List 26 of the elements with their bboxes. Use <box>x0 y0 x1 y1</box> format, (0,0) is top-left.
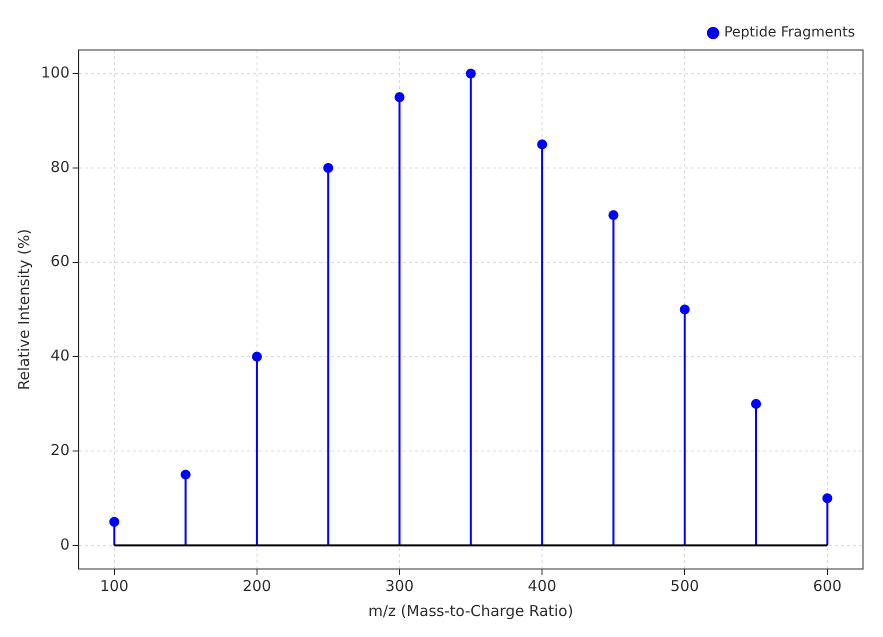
y-tick-label: 100 <box>40 63 70 82</box>
point <box>751 398 762 409</box>
x-tick-label: 400 <box>528 576 556 595</box>
y-tick-label: 20 <box>50 440 70 459</box>
y-axis-title: Relative Intensity (%) <box>14 228 33 390</box>
x-axis-title: m/z (Mass-to-Charge Ratio) <box>368 602 574 620</box>
y-tick-label: 60 <box>50 252 70 270</box>
x-tick-label: 600 <box>813 576 842 595</box>
point <box>608 210 618 220</box>
point <box>822 493 832 504</box>
point <box>680 304 690 314</box>
x-tick-label: 200 <box>242 576 272 595</box>
point <box>466 68 476 79</box>
point <box>323 162 334 173</box>
legend-label: Peptide Fragments <box>724 24 855 41</box>
y-tick-label: 80 <box>50 158 70 176</box>
point <box>109 516 120 527</box>
x-tick-label: 300 <box>385 576 414 595</box>
point <box>537 139 548 150</box>
y-tick-label: 0 <box>60 535 70 554</box>
y-tick-label: 40 <box>50 346 70 365</box>
point <box>180 470 191 480</box>
x-tick-label: 100 <box>100 576 129 595</box>
point <box>394 92 405 102</box>
point <box>252 352 262 362</box>
x-tick-label: 500 <box>670 576 700 595</box>
